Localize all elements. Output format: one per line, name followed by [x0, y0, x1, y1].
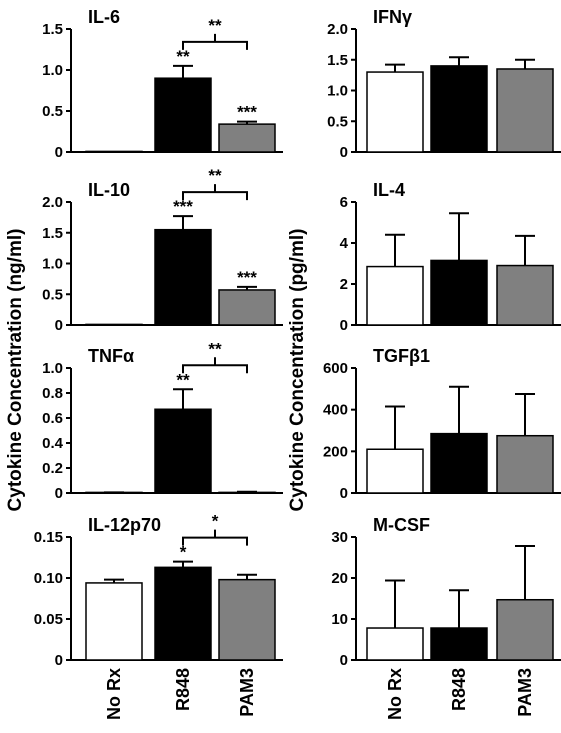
bar	[430, 259, 488, 326]
panel-title: TGFβ1	[373, 346, 430, 366]
chart-panel: 00.51.01.5*******IL-6	[42, 7, 283, 161]
y-tick-label: 0.6	[42, 410, 63, 427]
chart-panel: 0 0.2 0.4 0.6 0.8 1.0 ** ** TNFα	[42, 339, 283, 502]
panel-title: IL-6	[88, 7, 120, 27]
x-category-label: PAM3	[515, 668, 535, 717]
y-tick-label: 0	[55, 652, 63, 669]
y-tick-label: 1.0	[42, 360, 63, 377]
chart-panels: 00.51.01.5*******IL-600.51.01.52.0IFNγ00…	[34, 7, 561, 720]
chart-panel: 0 10 20 30 M-CSF No Rx R848 PAM3	[331, 515, 561, 720]
y-tick-label: 0.2	[42, 460, 63, 477]
y-tick-label: 2	[340, 276, 348, 293]
y-tick-label: 2.0	[327, 21, 348, 38]
y-tick-label: 4	[340, 235, 349, 252]
chart-panel: 0 0.5 1.0 1.5 2.0 IFNγ	[327, 7, 561, 161]
chart-panel: 0 200 400 600 TGFβ1	[323, 346, 561, 502]
y-tick-label: 1.5	[327, 52, 348, 69]
panel-title: TNFα	[88, 346, 134, 366]
significance-label: ***	[173, 197, 193, 216]
bar	[430, 65, 488, 153]
bar	[366, 448, 424, 494]
significance-label: **	[176, 47, 190, 66]
bar	[496, 598, 554, 661]
y-tick-label: 20	[331, 570, 348, 587]
y-tick-label: 1.0	[327, 83, 348, 100]
x-category-label: R848	[173, 668, 193, 711]
y-tick-label: 400	[323, 402, 348, 419]
significance-label: *	[180, 543, 187, 562]
y-tick-label: 1.5	[42, 21, 63, 38]
bar	[496, 264, 554, 326]
y-tick-label: 0	[55, 317, 63, 334]
bar	[496, 434, 554, 494]
x-category-label: R848	[449, 668, 469, 711]
comparison-label: **	[208, 166, 222, 185]
y-tick-label: 0	[55, 144, 63, 161]
y-tick-label: 0	[340, 485, 348, 502]
panel-title: IFNγ	[373, 7, 412, 27]
significance-label: ***	[237, 268, 257, 287]
comparison-bracket	[182, 33, 248, 50]
y-tick-label: 0.4	[42, 435, 64, 452]
bar	[430, 627, 488, 661]
comparison-label: **	[208, 339, 222, 358]
y-tick-label: 0.5	[42, 103, 63, 120]
y-tick-label: 1.0	[42, 256, 63, 273]
y-tick-label: 0	[340, 144, 348, 161]
y-tick-label: 0	[340, 317, 348, 334]
bar	[430, 432, 488, 494]
bar	[154, 228, 212, 326]
x-category-label: No Rx	[104, 668, 124, 720]
significance-label: ***	[237, 103, 257, 122]
bar	[366, 71, 424, 153]
bar	[154, 408, 212, 494]
x-category-label: PAM3	[237, 668, 257, 717]
y-tick-label: 200	[323, 443, 348, 460]
y-tick-label: 600	[323, 360, 348, 377]
y-tick-label: 2.0	[42, 194, 63, 211]
bar	[154, 77, 212, 153]
y-tick-label: 1.0	[42, 62, 63, 79]
chart-panel: 00.51.01.52.0 ********IL-10	[42, 166, 283, 334]
bar	[366, 627, 424, 661]
y-tick-label: 0.8	[42, 385, 63, 402]
bar	[218, 578, 276, 661]
panel-title: IL-10	[88, 180, 130, 200]
panel-title: IL-12p70	[88, 515, 161, 535]
bar	[218, 123, 276, 153]
y-tick-label: 30	[331, 529, 348, 546]
y-tick-label: 1.5	[42, 225, 63, 242]
y-tick-label: 0	[340, 652, 348, 669]
panel-title: M-CSF	[373, 515, 430, 535]
bar	[85, 150, 143, 153]
bar	[366, 265, 424, 326]
right-y-axis-label: Cytokine Concentration (pg/ml)	[287, 229, 308, 512]
y-tick-label: 0.5	[327, 113, 348, 130]
chart-panel: 0 2 4 6 IL-4	[340, 180, 561, 334]
y-tick-label: 0	[55, 485, 63, 502]
bar	[496, 68, 554, 153]
y-tick-label: 0.5	[42, 286, 63, 303]
bar	[154, 566, 212, 661]
comparison-bracket	[182, 529, 248, 546]
y-tick-label: 0.10	[34, 570, 63, 587]
bar	[218, 289, 276, 326]
y-tick-label: 0.15	[34, 529, 63, 546]
y-tick-label: 10	[331, 611, 348, 628]
bar	[85, 323, 143, 326]
left-y-axis-label: Cytokine Concentration (ng/ml)	[5, 229, 26, 512]
comparison-bracket	[182, 357, 248, 374]
x-category-label: No Rx	[385, 668, 405, 720]
panel-title: IL-4	[373, 180, 405, 200]
chart-panel: 0 0.05 0.10 0.15 * * IL-12p70 No Rx R848 PAM3	[34, 512, 283, 720]
bar	[85, 582, 143, 661]
comparison-bracket	[182, 184, 248, 201]
significance-label: **	[176, 370, 190, 389]
comparison-label: **	[208, 16, 222, 35]
y-tick-label: 0.05	[34, 611, 63, 628]
y-tick-label: 6	[340, 194, 348, 211]
comparison-label: *	[212, 512, 219, 531]
